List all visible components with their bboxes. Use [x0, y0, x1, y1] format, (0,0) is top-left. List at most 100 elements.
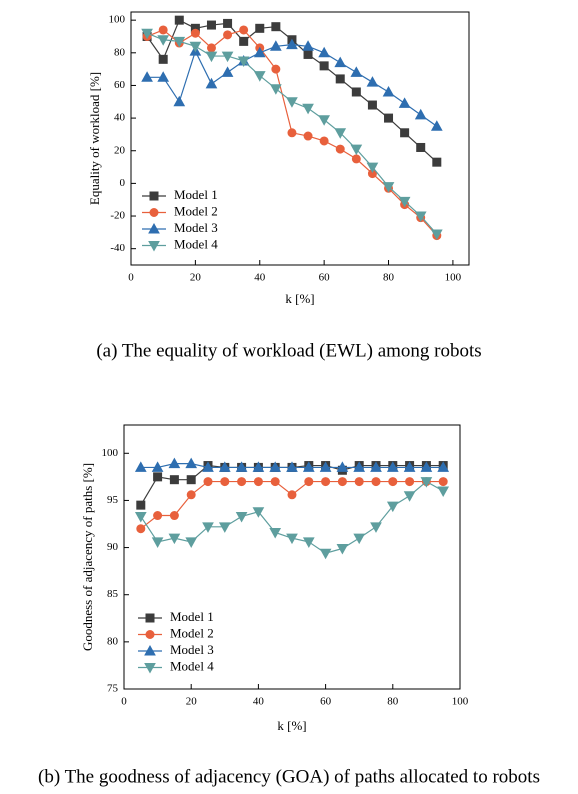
marker [286, 461, 298, 472]
marker [271, 64, 281, 74]
x-tick-label: 80 [387, 696, 399, 708]
marker [336, 544, 349, 555]
series-line [147, 44, 438, 127]
y-tick-label: 85 [107, 588, 119, 600]
marker [354, 477, 364, 487]
marker [430, 120, 443, 131]
marker [157, 71, 170, 82]
x-tick-label: 40 [254, 272, 266, 284]
legend-label: Model 4 [170, 658, 214, 673]
marker [432, 157, 442, 167]
marker [416, 142, 426, 152]
marker [205, 51, 218, 63]
marker [367, 100, 377, 110]
marker [388, 477, 398, 487]
legend-marker [144, 663, 156, 674]
y-axis-label: Goodness of adjacency of paths [%] [80, 463, 95, 651]
marker [319, 61, 329, 71]
marker [405, 477, 415, 487]
y-tick-label: 40 [114, 112, 126, 124]
x-tick-label: 0 [128, 272, 134, 284]
marker [302, 40, 314, 51]
series-line [140, 480, 444, 530]
marker [382, 85, 395, 97]
marker [286, 533, 298, 545]
y-tick-label: 90 [107, 541, 119, 553]
y-tick-label: 100 [109, 14, 126, 26]
x-tick-label: 0 [121, 696, 127, 708]
marker [253, 71, 266, 82]
marker [353, 533, 366, 545]
marker [202, 522, 214, 533]
marker [303, 49, 313, 59]
marker [321, 477, 331, 487]
y-tick-label: 75 [107, 683, 119, 695]
marker [151, 537, 164, 548]
x-axis-label: k [%] [277, 718, 306, 733]
marker [190, 28, 200, 38]
plot-frame [123, 424, 461, 690]
marker [239, 25, 249, 35]
marker [337, 477, 347, 487]
legend-marker [148, 222, 160, 234]
marker [398, 97, 411, 108]
legend-marker [145, 630, 155, 639]
x-tick-label: 20 [190, 272, 202, 284]
marker [186, 475, 196, 485]
marker [438, 477, 448, 487]
marker [351, 154, 361, 164]
marker [153, 472, 163, 482]
marker [287, 128, 297, 138]
marker [153, 511, 163, 521]
marker [202, 461, 214, 472]
marker [141, 71, 153, 82]
marker [218, 461, 231, 472]
legend-label: Model 2 [170, 625, 214, 640]
marker [185, 457, 198, 469]
marker [134, 461, 147, 472]
marker [169, 475, 179, 485]
x-tick-label: 60 [320, 696, 332, 708]
marker [414, 108, 427, 120]
x-tick-label: 100 [452, 696, 469, 708]
marker [205, 77, 218, 89]
legend-label: Model 3 [174, 220, 218, 235]
marker [173, 95, 186, 107]
marker [269, 527, 282, 539]
marker [252, 461, 265, 472]
y-tick-label: 60 [114, 79, 126, 91]
marker [136, 500, 146, 510]
marker [303, 131, 313, 141]
y-tick-label: -40 [110, 242, 125, 254]
marker [350, 66, 363, 77]
y-tick-label: -20 [110, 210, 125, 222]
marker [286, 97, 298, 108]
marker [382, 182, 395, 193]
marker [302, 461, 315, 472]
marker [134, 511, 147, 523]
marker [420, 461, 433, 472]
marker [237, 477, 247, 487]
marker [169, 511, 179, 521]
caption: (a) The equality of workload (EWL) among… [96, 340, 481, 361]
legend-marker [145, 613, 155, 623]
x-tick-label: 80 [383, 272, 395, 284]
marker [270, 84, 282, 95]
marker [253, 477, 263, 487]
marker [286, 38, 298, 50]
y-tick-label: 100 [102, 447, 119, 459]
marker [218, 522, 231, 533]
marker [185, 537, 198, 548]
marker [223, 18, 233, 28]
marker [437, 486, 450, 498]
marker [235, 511, 248, 523]
marker [235, 461, 248, 472]
marker [403, 461, 416, 472]
marker [437, 461, 450, 472]
marker [366, 76, 379, 87]
marker [173, 36, 186, 48]
y-tick-label: 80 [114, 46, 126, 58]
marker [302, 103, 314, 115]
